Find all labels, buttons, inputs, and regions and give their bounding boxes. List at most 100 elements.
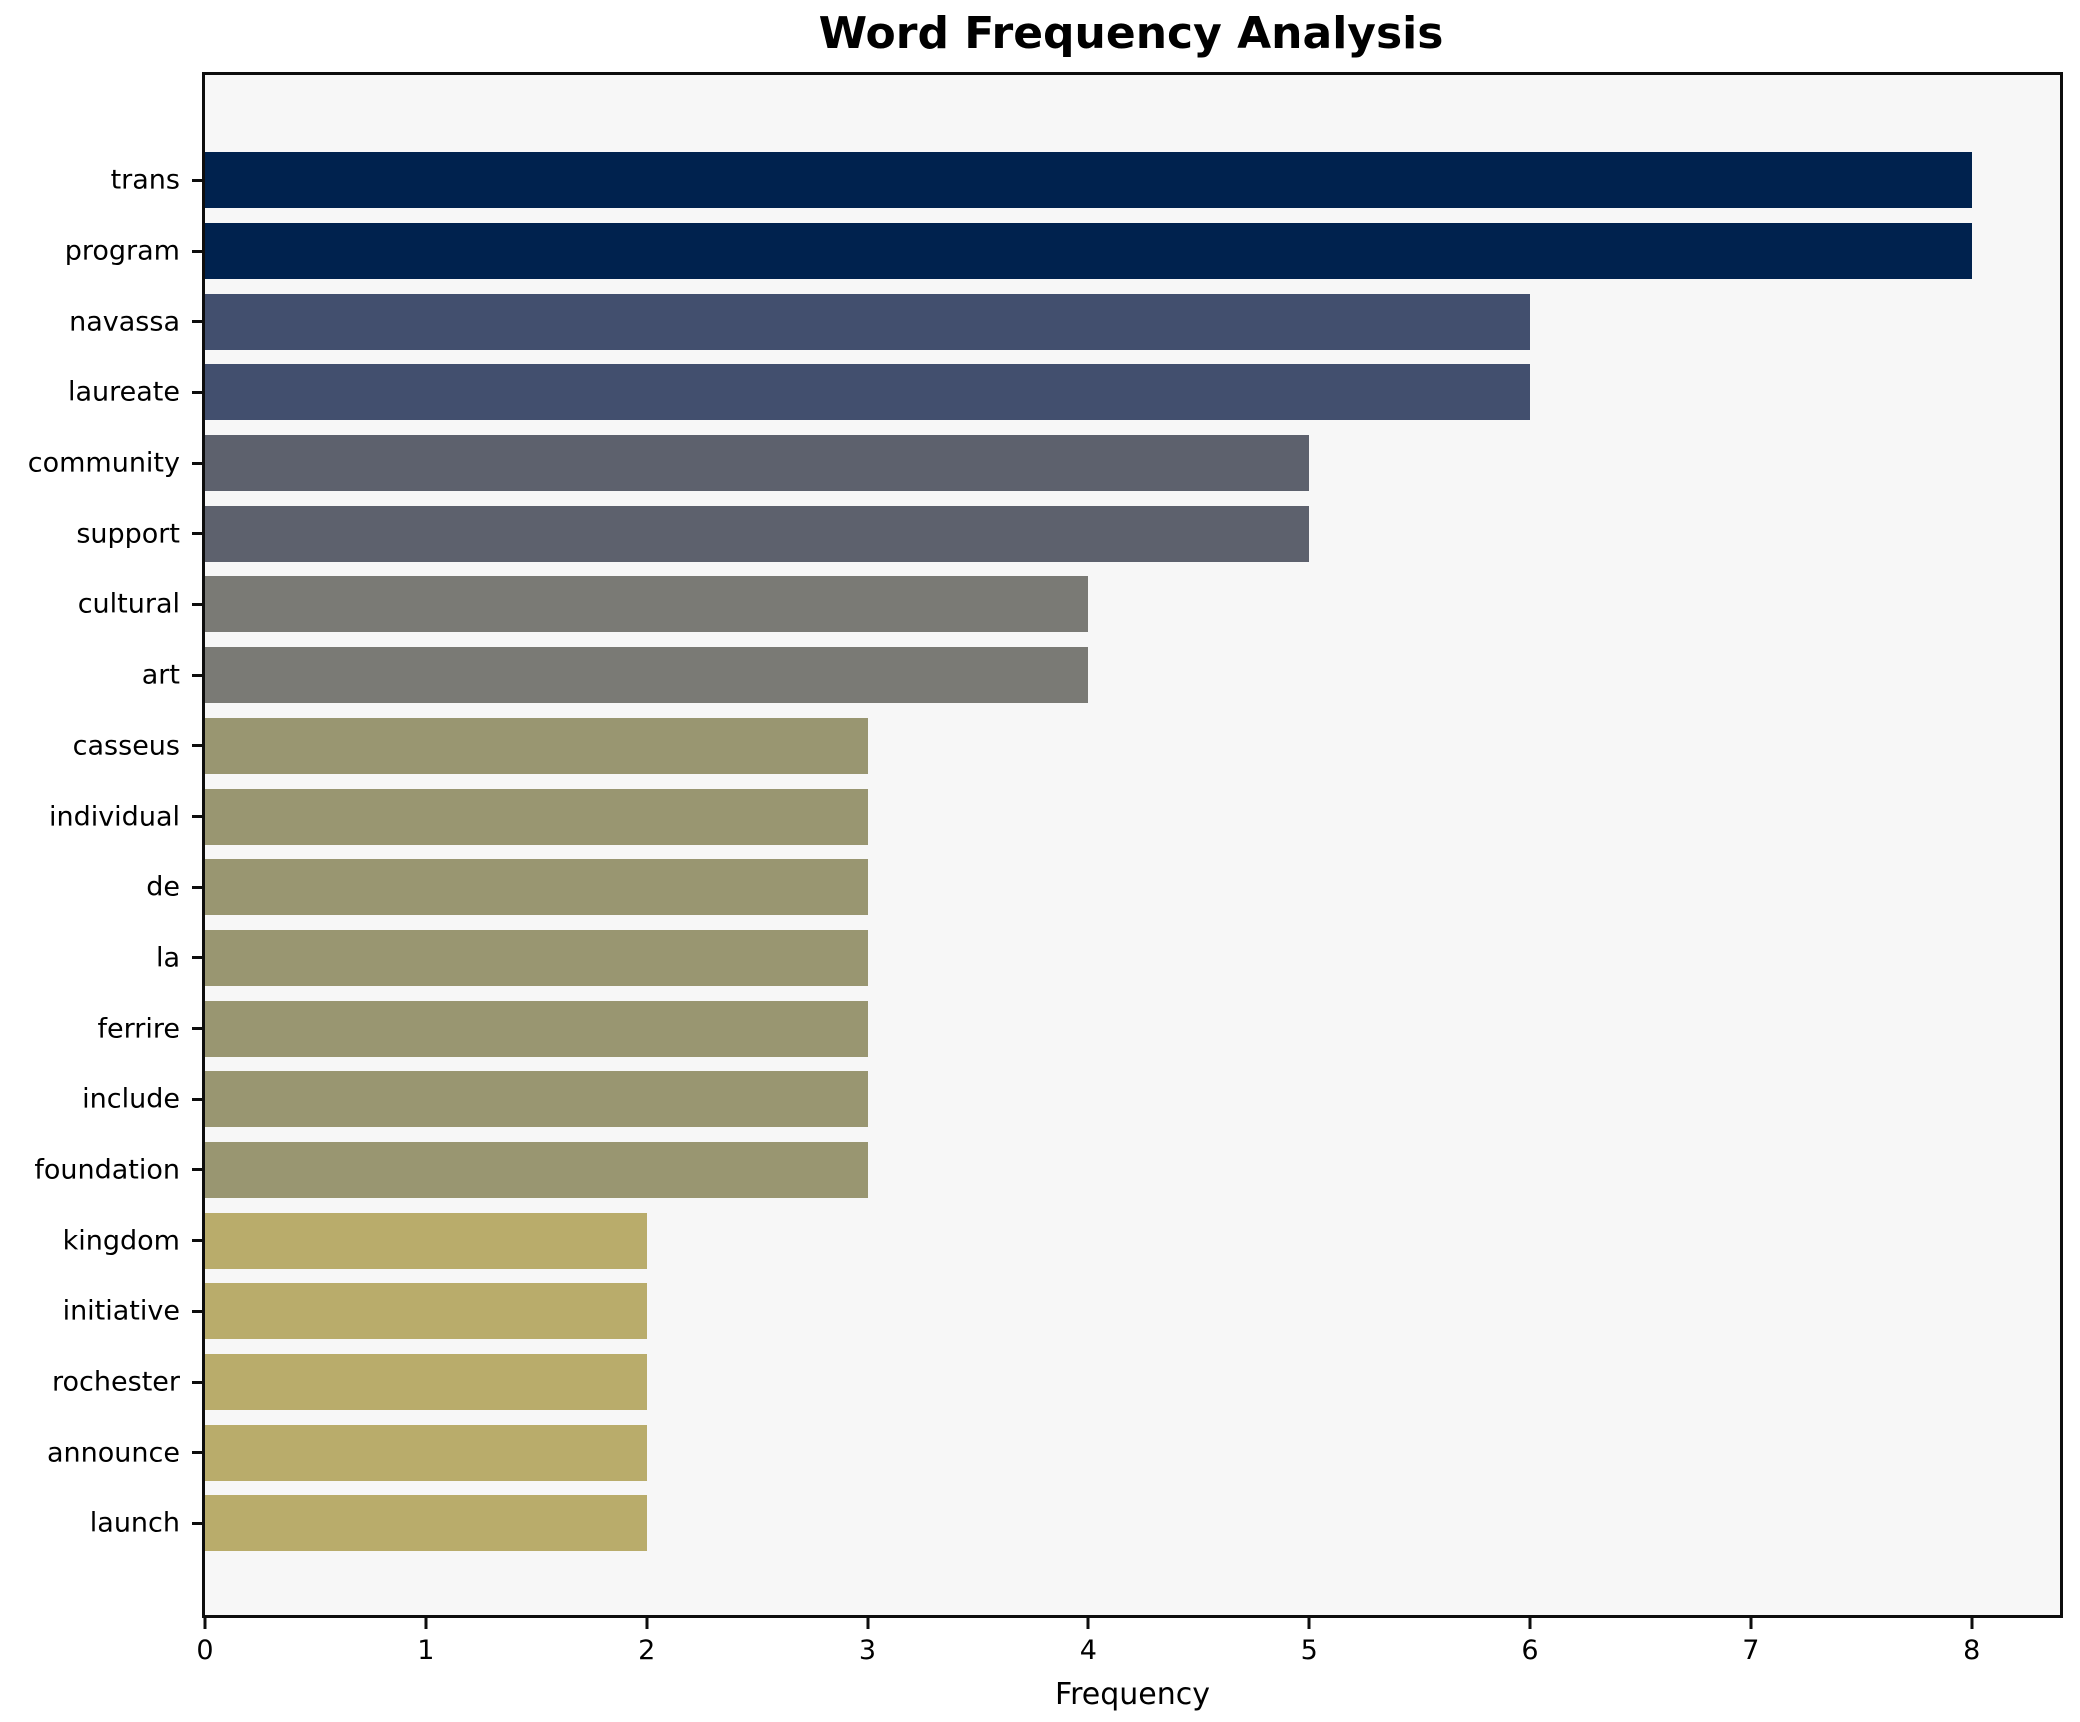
y-tick-label: launch	[89, 1507, 180, 1539]
bar-support	[205, 505, 1310, 562]
bar-program	[205, 223, 1972, 280]
bar-de	[205, 859, 868, 916]
y-tick-label: art	[141, 659, 180, 691]
x-tick-mark	[1086, 1618, 1090, 1629]
y-tick-mark	[192, 1380, 202, 1384]
x-tick-mark	[1970, 1618, 1974, 1629]
x-tick-label: 0	[196, 1635, 214, 1666]
bar-casseus	[205, 717, 868, 774]
bar-row: kingdom	[63, 1205, 2060, 1276]
bar-art	[205, 647, 1089, 704]
bar-row: support	[76, 498, 2060, 569]
y-tick-mark	[192, 1027, 202, 1031]
x-tick-label: 7	[1742, 1635, 1760, 1666]
bar-navassa	[205, 293, 1530, 350]
x-tick-label: 6	[1521, 1635, 1539, 1666]
x-tick-label: 3	[858, 1635, 877, 1666]
bar-cultural	[205, 576, 1089, 633]
bar-row: trans	[111, 145, 2060, 216]
y-tick-label: initiative	[62, 1295, 180, 1327]
bar-row: foundation	[34, 1135, 2060, 1206]
y-tick-label: trans	[110, 164, 180, 196]
chart-title: Word Frequency Analysis	[818, 8, 1444, 59]
y-tick-label: ferrire	[97, 1013, 180, 1045]
bar-rochester	[205, 1354, 647, 1411]
y-tick-mark	[192, 1239, 202, 1243]
y-tick-label: cultural	[77, 588, 180, 620]
y-tick-mark	[192, 1097, 202, 1101]
bar-row: ferrire	[98, 993, 2060, 1064]
bars-container: trans program navassa laureate community supp…	[28, 145, 2060, 1559]
y-tick-label: individual	[48, 801, 180, 833]
x-tick-mark	[1528, 1618, 1532, 1629]
plot-area: trans program navassa laureate community supp…	[28, 72, 2063, 1712]
bar-launch	[205, 1495, 647, 1552]
y-tick-mark	[192, 320, 202, 324]
bar-row: initiative	[63, 1276, 2060, 1347]
y-tick-mark	[192, 673, 202, 677]
bar-foundation	[205, 1141, 868, 1198]
bar-announce	[205, 1424, 647, 1481]
x-tick-label: 8	[1963, 1635, 1981, 1666]
bar-community	[205, 435, 1310, 492]
y-tick-mark	[192, 1309, 202, 1313]
y-tick-label: laureate	[67, 376, 180, 408]
y-tick-mark	[192, 744, 202, 748]
bar-ferrire	[205, 1000, 868, 1057]
y-tick-label: casseus	[72, 730, 180, 762]
y-tick-mark	[192, 956, 202, 960]
bar-la	[205, 929, 868, 986]
x-tick-label: 4	[1079, 1635, 1097, 1666]
bar-kingdom	[205, 1212, 647, 1269]
x-tick-mark	[424, 1618, 428, 1629]
bar-trans	[205, 152, 1972, 209]
y-tick-mark	[192, 390, 202, 394]
y-tick-label: la	[155, 942, 180, 974]
bar-individual	[205, 788, 868, 845]
y-tick-mark	[192, 532, 202, 536]
y-tick-mark	[192, 249, 202, 253]
x-tick-mark	[866, 1618, 869, 1629]
bar-row: la	[156, 923, 2060, 994]
y-tick-label: navassa	[69, 306, 180, 338]
x-tick-mark	[203, 1618, 207, 1629]
y-tick-label: rochester	[52, 1366, 180, 1398]
bar-row: casseus	[73, 711, 2060, 782]
y-tick-label: foundation	[34, 1154, 180, 1186]
y-tick-label: community	[27, 447, 180, 479]
x-axis-title: Frequency	[1055, 1677, 1210, 1712]
bar-row: de	[146, 852, 2060, 923]
bar-row: announce	[47, 1417, 2060, 1488]
bar-row: cultural	[78, 569, 2060, 640]
x-tick-label: 2	[638, 1635, 656, 1666]
x-tick-mark	[1749, 1618, 1753, 1629]
bar-laureate	[205, 364, 1530, 421]
bar-row: individual	[49, 781, 2060, 852]
y-tick-label: de	[146, 871, 180, 903]
bar-row: program	[65, 216, 2060, 287]
x-tick-mark	[1307, 1618, 1311, 1629]
bar-row: rochester	[52, 1347, 2060, 1418]
bar-row: community	[28, 428, 2060, 499]
y-tick-mark	[192, 885, 202, 889]
bar-row: navassa	[69, 286, 2060, 357]
y-tick-mark	[192, 1521, 202, 1525]
y-tick-mark	[192, 1451, 202, 1455]
y-tick-mark	[192, 1168, 202, 1172]
y-tick-label: include	[82, 1083, 180, 1115]
y-tick-label: announce	[47, 1437, 180, 1469]
y-tick-mark	[192, 461, 202, 465]
y-tick-label: support	[76, 518, 180, 550]
bar-row: laureate	[68, 357, 2060, 428]
x-tick-label: 5	[1300, 1635, 1318, 1666]
bar-row: include	[82, 1064, 2060, 1135]
bar-initiative	[205, 1283, 647, 1340]
y-tick-label: program	[64, 235, 180, 267]
bar-row: art	[142, 640, 2060, 711]
x-tick-label: 1	[417, 1635, 435, 1666]
bar-include	[205, 1071, 868, 1128]
y-tick-label: kingdom	[62, 1225, 180, 1257]
y-tick-mark	[192, 815, 202, 819]
x-tick-mark	[645, 1618, 649, 1629]
